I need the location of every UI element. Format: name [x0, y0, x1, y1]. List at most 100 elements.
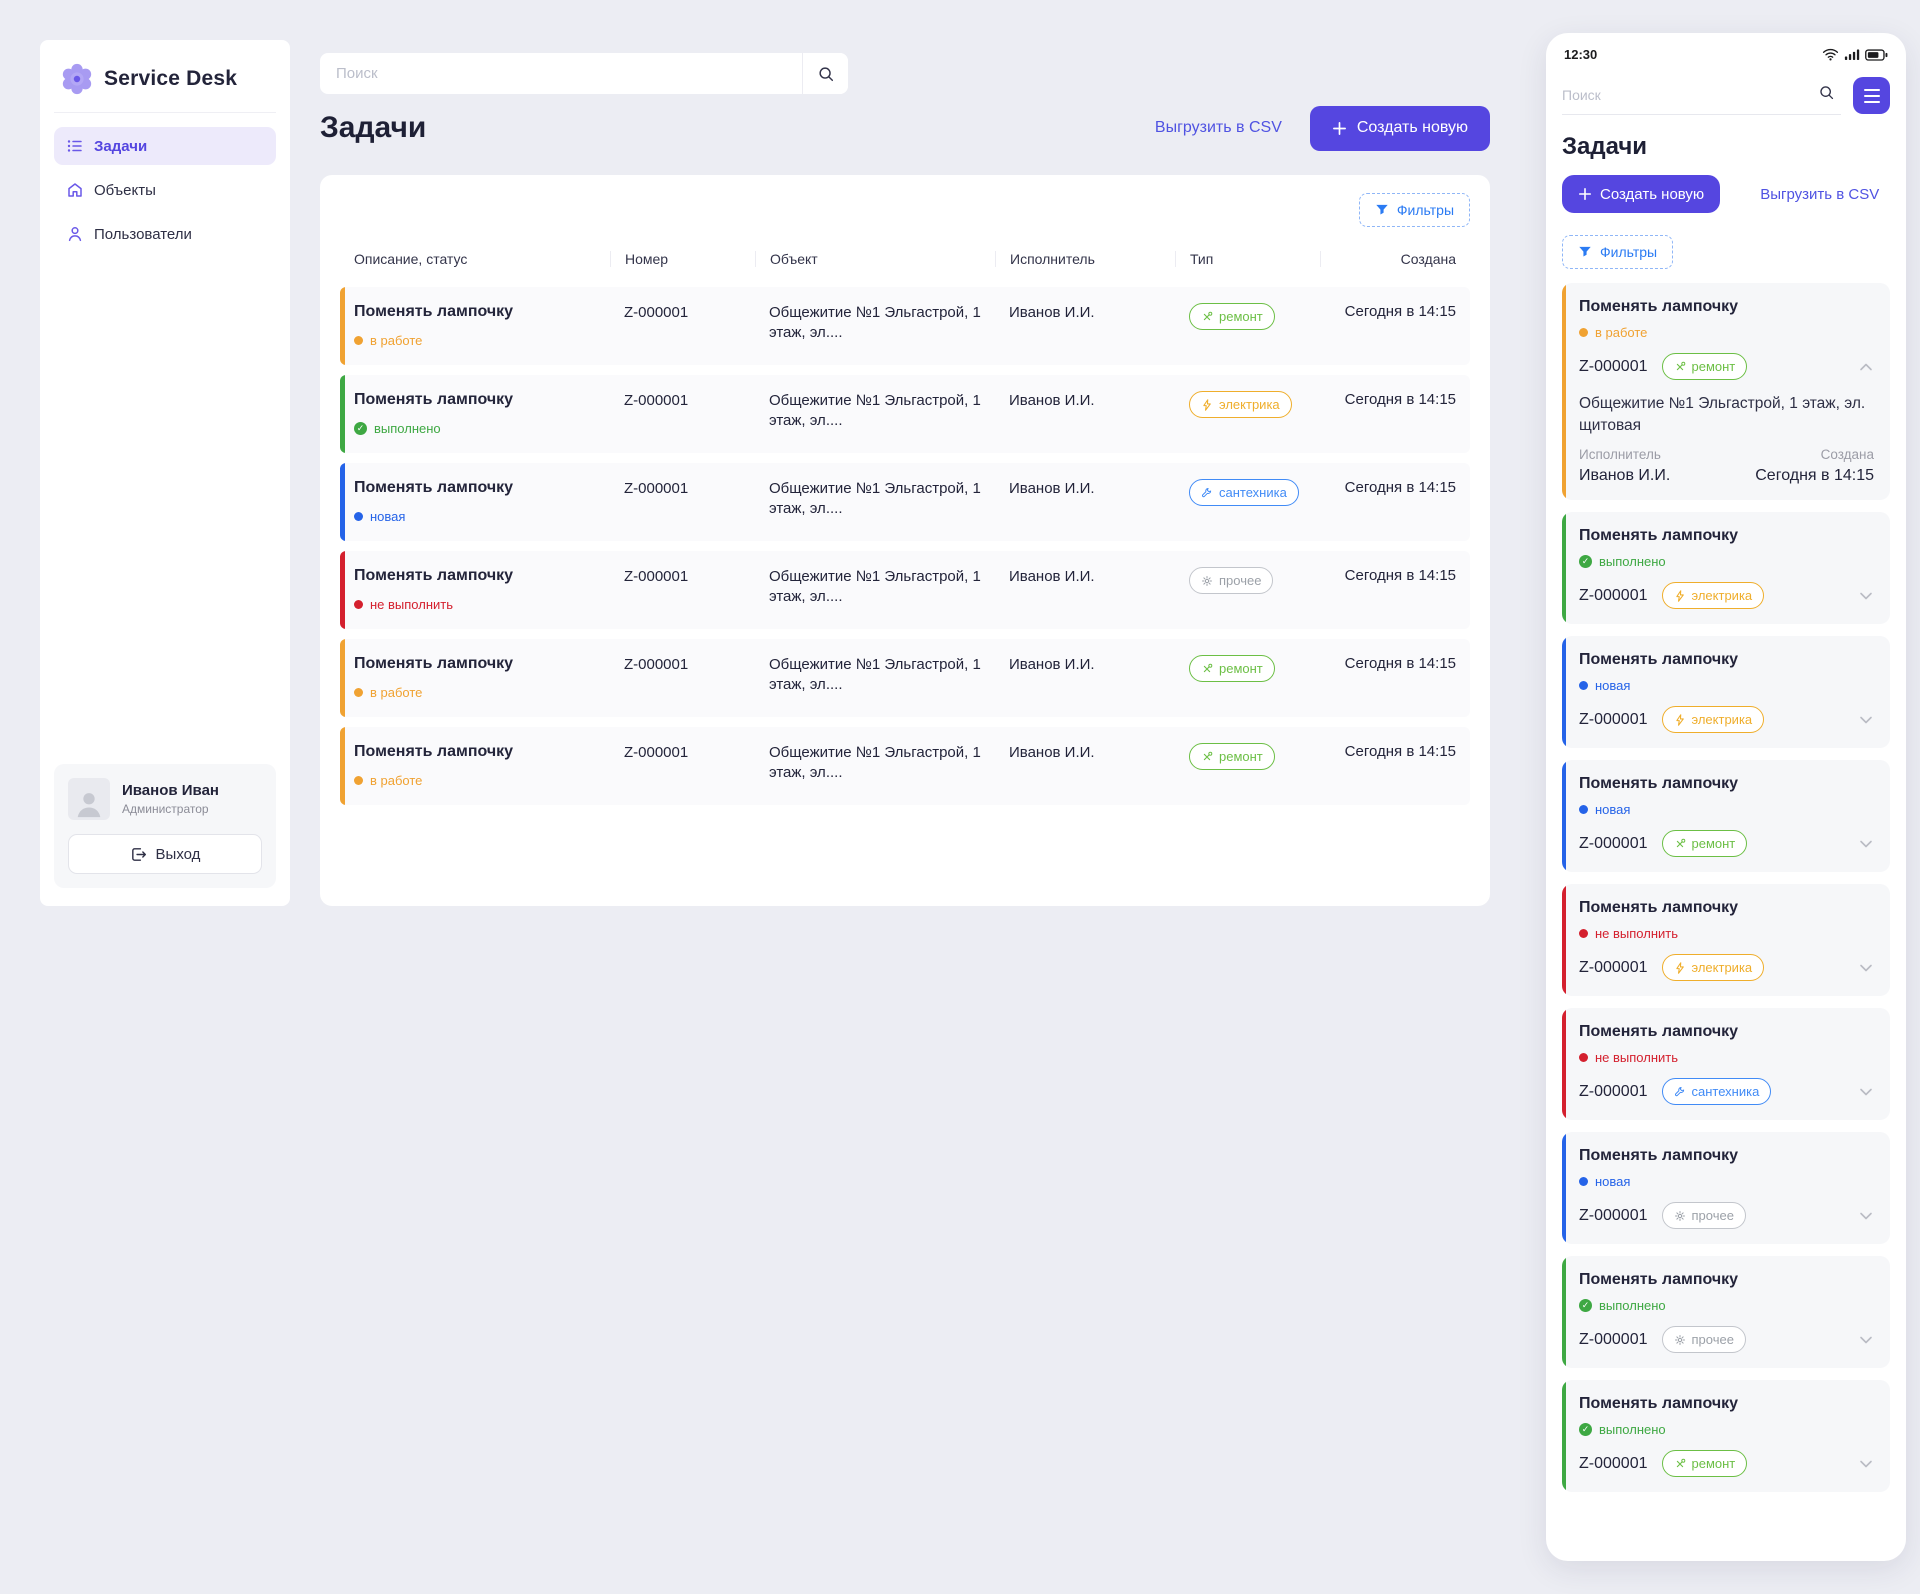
- table-row[interactable]: Поменять лампочку выполнено Z-000001 Общ…: [340, 375, 1470, 453]
- tasks-panel: Фильтры Описание, статус Номер Объект Ис…: [320, 175, 1490, 906]
- logout-icon: [130, 846, 147, 863]
- sidebar-nav: Задачи Объекты Пользователи: [54, 127, 276, 253]
- status-label: в работе: [370, 685, 423, 700]
- task-card[interactable]: Поменять лампочку новая Z-000001 прочее: [1562, 1132, 1890, 1245]
- status-badge: в работе: [354, 685, 596, 700]
- type-badge: ремонт: [1661, 353, 1748, 380]
- task-card[interactable]: Поменять лампочку выполнено Z-000001 про…: [1562, 1256, 1890, 1369]
- chevron-down-icon[interactable]: [1858, 836, 1874, 852]
- chevron-down-icon[interactable]: [1858, 1208, 1874, 1224]
- task-title: Поменять лампочку: [1579, 1147, 1739, 1165]
- task-card[interactable]: Поменять лампочку не выполнить Z-000001 …: [1562, 884, 1890, 997]
- mobile-export-csv-link[interactable]: Выгрузить в CSV: [1760, 185, 1880, 203]
- status-color-bar: [1562, 283, 1566, 501]
- column-header: Исполнитель: [995, 251, 1175, 267]
- status-badge: не выполнить: [1579, 926, 1874, 941]
- brand: Service Desk: [54, 58, 276, 113]
- type-badge: прочее: [1661, 1202, 1746, 1230]
- home-icon: [66, 181, 84, 199]
- table-row[interactable]: Поменять лампочку не выполнить Z-000001 …: [340, 551, 1470, 629]
- mobile-page-title: Задачи: [1562, 133, 1648, 160]
- type-label: ремонт: [1219, 749, 1263, 764]
- user-card: Иванов Иван Администратор Выход: [54, 764, 276, 888]
- task-card[interactable]: Поменять лампочку не выполнить Z-000001 …: [1562, 1008, 1890, 1121]
- table-header: Описание, статус Номер Объект Исполнител…: [340, 241, 1470, 277]
- search-input[interactable]: [320, 53, 802, 94]
- task-created: Сегодня в 14:15: [1344, 391, 1456, 408]
- chevron-down-icon[interactable]: [1858, 1084, 1874, 1100]
- type-badge: ремонт: [1661, 830, 1748, 858]
- task-number: Z-000001: [624, 744, 689, 761]
- status-label: в работе: [370, 773, 423, 788]
- status-dot-icon: [1579, 805, 1588, 815]
- search-icon[interactable]: [1812, 84, 1841, 106]
- column-header: Номер: [610, 251, 755, 267]
- export-csv-link[interactable]: Выгрузить в CSV: [1154, 119, 1282, 136]
- task-object: Общежитие №1 Эльгастрой, 1 этаж, эл. щит…: [1579, 395, 1866, 434]
- type-label: электрика: [1691, 960, 1753, 976]
- battery-icon: [1865, 48, 1888, 61]
- type-label: ремонт: [1691, 359, 1736, 374]
- type-badge: прочее: [1189, 567, 1274, 594]
- task-title: Поменять лампочку: [354, 391, 514, 408]
- search-button[interactable]: [802, 53, 848, 94]
- chevron-down-icon[interactable]: [1858, 1332, 1874, 1348]
- status-color-bar: [1562, 884, 1566, 997]
- chevron-down-icon[interactable]: [1858, 712, 1874, 728]
- app-title: Service Desk: [104, 67, 238, 90]
- task-card[interactable]: Поменять лампочку выполнено Z-000001 эле…: [1562, 512, 1890, 625]
- sidebar-item-tasks[interactable]: Задачи: [54, 127, 276, 165]
- status-label: новая: [1595, 802, 1631, 818]
- status-dot-icon: [354, 512, 363, 521]
- table-row[interactable]: Поменять лампочку в работе Z-000001 Обще…: [340, 639, 1470, 717]
- task-title: Поменять лампочку: [1579, 298, 1739, 315]
- task-number: Z-000001: [1579, 1330, 1648, 1348]
- status-color-bar: [340, 463, 345, 541]
- plus-icon: [1578, 187, 1592, 201]
- type-badge: сантехника: [1661, 1078, 1772, 1106]
- type-label: электрика: [1691, 588, 1753, 604]
- task-object: Общежитие №1 Эльгастрой, 1 этаж, эл....: [769, 656, 981, 694]
- status-color-bar: [340, 639, 345, 717]
- table-row[interactable]: Поменять лампочку новая Z-000001 Общежит…: [340, 463, 1470, 541]
- task-card[interactable]: Поменять лампочку новая Z-000001 электри…: [1562, 636, 1890, 749]
- chevron-up-icon[interactable]: [1858, 359, 1874, 375]
- task-title: Поменять лампочку: [354, 743, 514, 760]
- task-card[interactable]: Поменять лампочку выполнено Z-000001 рем…: [1562, 1380, 1890, 1493]
- tasks-list-icon: [66, 137, 84, 155]
- status-dot-icon: [1579, 328, 1588, 337]
- status-dot-icon: [1579, 1053, 1588, 1063]
- status-check-icon: [1579, 1423, 1592, 1437]
- type-label: ремонт: [1691, 1456, 1736, 1472]
- sidebar-item-users[interactable]: Пользователи: [54, 215, 276, 253]
- task-object: Общежитие №1 Эльгастрой, 1 этаж, эл....: [769, 744, 981, 782]
- task-title: Поменять лампочку: [1579, 1395, 1739, 1413]
- task-card[interactable]: Поменять лампочку в работе Z-000001 ремо…: [1562, 283, 1890, 501]
- chevron-down-icon[interactable]: [1858, 588, 1874, 604]
- plus-icon: [1332, 121, 1347, 136]
- cellular-signal-icon: [1844, 48, 1860, 61]
- task-assignee: Иванов И.И.: [1009, 304, 1095, 321]
- chevron-down-icon[interactable]: [1858, 960, 1874, 976]
- logout-button[interactable]: Выход: [68, 834, 262, 874]
- chevron-down-icon[interactable]: [1858, 1456, 1874, 1472]
- task-card[interactable]: Поменять лампочку новая Z-000001 ремонт: [1562, 760, 1890, 873]
- filters-button[interactable]: Фильтры: [1358, 193, 1470, 227]
- status-badge: в работе: [1579, 325, 1874, 340]
- mobile-filters-button[interactable]: Фильтры: [1562, 235, 1674, 269]
- task-object: Общежитие №1 Эльгастрой, 1 этаж, эл....: [769, 304, 981, 342]
- mobile-create-task-button[interactable]: Создать новую: [1562, 175, 1721, 213]
- create-task-button[interactable]: Создать новую: [1309, 105, 1490, 151]
- table-row[interactable]: Поменять лампочку в работе Z-000001 Обще…: [340, 287, 1470, 365]
- task-number: Z-000001: [624, 304, 689, 321]
- sidebar-item-objects[interactable]: Объекты: [54, 171, 276, 209]
- task-assignee: Иванов И.И.: [1009, 568, 1095, 585]
- mobile-search-input[interactable]: [1562, 87, 1812, 103]
- table-row[interactable]: Поменять лампочку в работе Z-000001 Обще…: [340, 727, 1470, 805]
- repair-tools-icon: [1676, 1458, 1685, 1468]
- wrench-icon: [1674, 1086, 1684, 1097]
- hamburger-menu-button[interactable]: [1853, 77, 1890, 114]
- type-badge: ремонт: [1189, 655, 1275, 682]
- repair-tools-icon: [1203, 663, 1213, 672]
- type-badge: ремонт: [1189, 743, 1275, 770]
